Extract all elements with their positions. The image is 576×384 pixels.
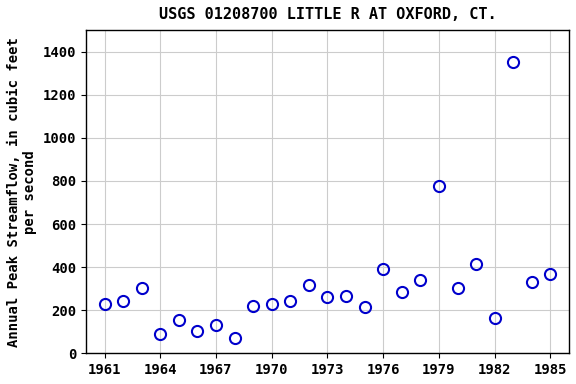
Y-axis label: Annual Peak Streamflow, in cubic feet
per second: Annual Peak Streamflow, in cubic feet pe… [7, 37, 37, 347]
Title: USGS 01208700 LITTLE R AT OXFORD, CT.: USGS 01208700 LITTLE R AT OXFORD, CT. [158, 7, 497, 22]
